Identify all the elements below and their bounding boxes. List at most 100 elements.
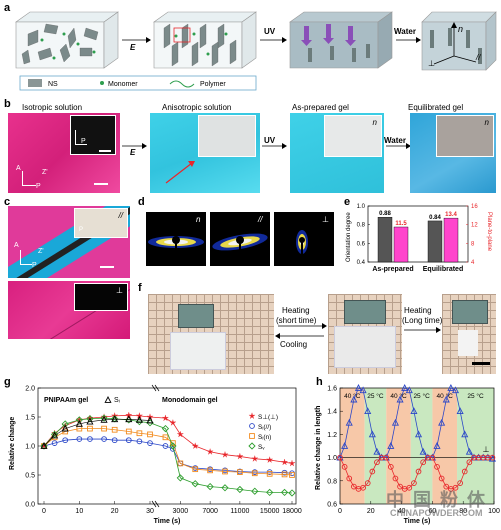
f-photo-2	[328, 294, 402, 374]
h-data-point	[406, 484, 413, 491]
b-img-isotropic: P A P Z'	[8, 113, 120, 193]
arrow-E-label: E	[130, 43, 136, 52]
b-img-anisotropic	[150, 113, 260, 193]
g-data-point	[51, 440, 58, 446]
g-legend-text: Sᵢ(//)	[258, 424, 271, 431]
h-data-point	[489, 454, 496, 461]
h-data-point	[419, 447, 427, 455]
h-data-point	[364, 407, 372, 415]
panel-h-label: h	[316, 376, 323, 388]
h-data-point	[457, 480, 463, 486]
legend-ns-text: NS	[48, 81, 58, 88]
b-inset-3: n	[324, 115, 382, 157]
g-legend-text: S⊥(⊥)	[258, 414, 278, 421]
c-inset-top-p: P	[79, 227, 84, 233]
box-equilibrated: n ⊥ //	[421, 11, 497, 71]
c-inset-top: // P	[74, 208, 128, 238]
h-temp-label: 25 °C	[413, 392, 430, 400]
box-isotropic	[15, 11, 119, 69]
g-data-point	[169, 419, 177, 426]
h-data-point	[387, 464, 394, 470]
b-arrow-Water-label: Water	[384, 136, 406, 145]
h-data-point	[429, 454, 436, 461]
h-data-point	[443, 483, 450, 490]
h-data-point	[401, 384, 409, 391]
h-data-point	[461, 468, 468, 475]
h-data-point	[351, 483, 357, 490]
g-data-point	[100, 414, 108, 422]
g-pnipaam-point	[51, 431, 59, 439]
b-inset-2	[198, 115, 256, 157]
g-data-point	[76, 436, 83, 442]
g-xtick-label: 15000	[260, 508, 280, 515]
e-value-label: 11.5	[395, 221, 407, 227]
g-data-point	[222, 468, 228, 475]
h-data-point	[447, 384, 455, 391]
b-title-2: Anisotropic solution	[162, 103, 232, 112]
axis-par: //	[475, 53, 481, 62]
d-pattern-n: n	[146, 212, 206, 266]
h-data-point	[415, 468, 422, 475]
legend-monomer-swatch	[100, 81, 104, 85]
h-data-point	[364, 480, 371, 486]
g-series-line	[43, 438, 293, 474]
b-title-1: Isotropic solution	[22, 103, 83, 112]
h-data-point	[438, 475, 445, 482]
box-gel	[289, 11, 393, 69]
h-temp-label: 40 °C	[390, 392, 407, 400]
h-ylabel: Relative change in length	[315, 406, 322, 490]
h-ytick-label: 0.8	[327, 478, 337, 485]
f-arrow2-top: Heating	[404, 306, 432, 315]
b-arrow-UV-label: UV	[264, 136, 276, 145]
g-xtick-label: 30	[146, 508, 154, 515]
h-data-point	[452, 484, 459, 491]
g-data-point	[162, 434, 169, 441]
h-data-point	[461, 430, 469, 438]
g-data-point	[62, 428, 69, 435]
h-data-point	[368, 430, 376, 438]
f-arrow1-top: Heating	[282, 306, 310, 315]
h-perp-label: ⊥	[483, 445, 490, 454]
g-data-point	[161, 424, 170, 433]
g-break-bottom	[154, 500, 160, 508]
g-xtick-label: 18000	[282, 508, 302, 515]
g-data-point	[251, 470, 258, 477]
b-title-3: As-prepared gel	[292, 103, 349, 112]
g-xtick-label: 10	[75, 508, 83, 515]
panel-a-label: a	[4, 2, 11, 14]
h-data-point	[411, 480, 417, 486]
e-category-label: Equilibrated	[423, 266, 463, 273]
g-data-point	[75, 416, 83, 424]
g-data-point	[236, 485, 244, 494]
e-ylabel: Orientation degree	[346, 212, 352, 262]
h-ytick-label: 1.6	[327, 386, 337, 393]
g-data-point	[289, 472, 295, 478]
h-data-point	[488, 454, 497, 462]
h-data-point	[387, 442, 395, 449]
g-ytick-label: 1.0	[25, 444, 35, 451]
h-xtick-label: 60	[429, 508, 437, 515]
g-data-point	[147, 440, 153, 446]
e-ytick-right-label: 12	[471, 223, 478, 229]
f-photo-3	[442, 294, 496, 374]
g-data-point	[221, 450, 229, 458]
b-inset-1-p: P	[81, 138, 86, 145]
h-data-point	[374, 459, 380, 466]
panel-e-chart: 0.4 0.6 0.8 1.0 4 8 12 16 0.88 11.5 As-prepared 0.8…	[346, 204, 492, 273]
g-data-point	[266, 488, 274, 497]
h-temp-band	[457, 388, 494, 504]
g-data-point	[280, 458, 289, 466]
panel-d-saxs: n // ⊥	[146, 212, 334, 266]
g-data-point	[162, 443, 169, 449]
h-ytick-label: 1.0	[327, 455, 337, 462]
g-data-point	[161, 414, 170, 422]
g-data-point	[50, 430, 59, 439]
h-data-point	[369, 468, 376, 475]
g-data-point	[87, 436, 93, 442]
g-break-top	[151, 384, 157, 392]
watermark-cn: 中 国 粉 体	[386, 490, 488, 510]
g-data-point	[288, 489, 296, 497]
h-temp-label: 25 °C	[467, 392, 484, 400]
g-pnipaam-point	[86, 417, 94, 425]
b-arrow-E: E	[122, 136, 148, 161]
